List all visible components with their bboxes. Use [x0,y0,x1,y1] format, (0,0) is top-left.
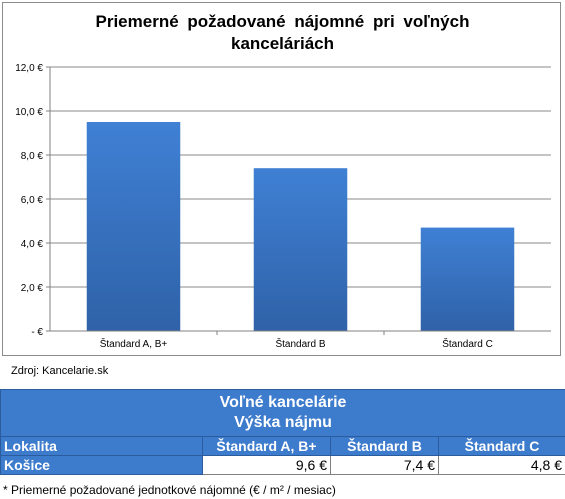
header-standard-a: Štandard A, B+ [202,436,331,456]
row-location: Košice [0,455,203,475]
bar [253,168,348,331]
y-tick-label: 2,0 € [21,283,44,294]
table-header-row: Lokalita Štandard A, B+ Štandard B Štand… [0,436,565,456]
source-note: Zdroj: Kancelarie.sk [11,365,109,377]
x-tick-label: Štandard B [275,337,325,350]
bar [86,122,181,331]
chart-title-line-1: Priemerné požadované nájomné pri voľných [95,12,470,31]
bar-chart: - € 2,0 € 4,0 € 6,0 € 8,0 € 10,0 € 12,0 € Štand… [15,63,551,350]
header-location: Lokalita [0,436,203,456]
chart-title-line-2: kanceláriách [230,34,334,53]
x-tick-label: Štandard C [442,337,493,350]
header-standard-c: Štandard C [437,436,565,456]
header-standard-b: Štandard B [330,436,439,456]
x-tick-label: Štandard A, B+ [100,337,168,350]
y-tick-label: 6,0 € [21,195,44,206]
bar [420,227,515,331]
y-tick-label: 4,0 € [21,239,44,250]
y-tick-label: - € [31,327,43,338]
cell-standard-b: 7,4 € [330,455,439,475]
rent-table: Voľné kancelárie Výška nájmu Lokalita Št… [0,389,565,475]
chart-frame: Priemerné požadované nájomné pri voľných… [2,2,561,356]
y-tick-label: 12,0 € [15,63,43,74]
cell-standard-c: 4,8 € [437,455,565,475]
y-tick-label: 10,0 € [15,107,43,118]
cell-standard-a: 9,6 € [202,455,331,475]
table-title: Voľné kancelárie Výška nájmu [0,389,565,437]
chart-title: Priemerné požadované nájomné pri voľných… [3,11,562,55]
table-row: Košice 9,6 € 7,4 € 4,8 € [0,455,565,475]
y-tick-label: 8,0 € [21,151,44,162]
footnote: * Priemerné požadované jednotkové nájomn… [3,483,336,497]
table-title-line-2: Výška nájmu [234,414,332,431]
table-title-line-1: Voľné kancelárie [219,394,347,411]
